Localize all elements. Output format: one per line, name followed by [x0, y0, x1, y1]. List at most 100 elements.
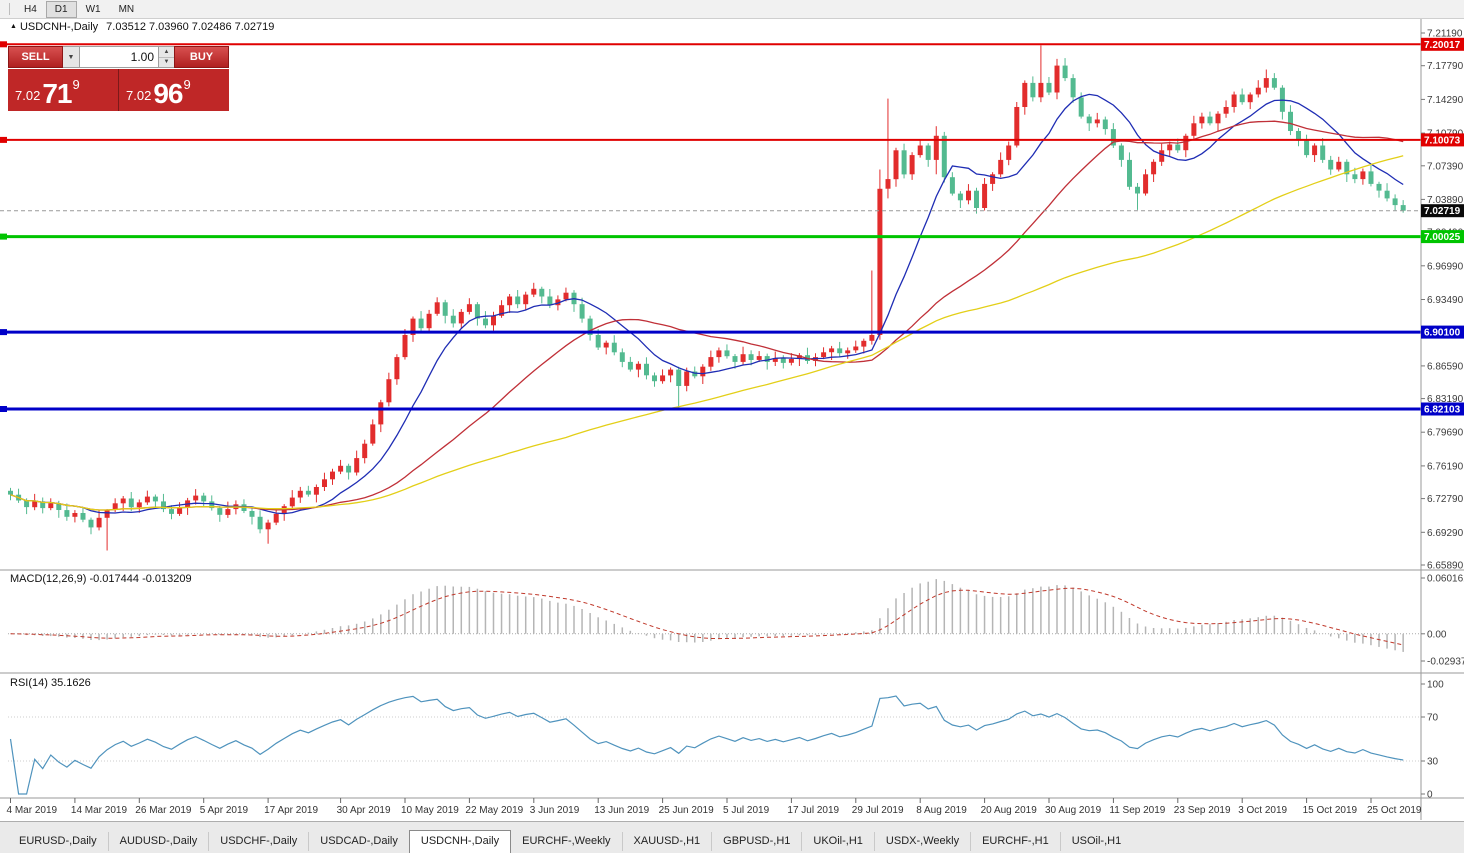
line-left-marker [0, 233, 7, 240]
chart-tab-usdcad-daily[interactable]: USDCAD-,Daily [308, 832, 409, 851]
price-level-badge [1421, 230, 1464, 244]
candle-body [708, 357, 714, 367]
candle-body [772, 358, 778, 362]
candle-body [1271, 78, 1277, 88]
candle-body [652, 375, 657, 382]
candle-body [64, 510, 70, 517]
price-axis-label: 6.96990 [1427, 261, 1464, 272]
timeframe-button-d1[interactable]: D1 [45, 0, 77, 18]
date-axis-label: 10 May 2019 [401, 805, 459, 816]
candle-body [1199, 116, 1205, 124]
macd-axis-label: -0.029378 [1427, 657, 1464, 668]
candle-body [563, 292, 569, 300]
candle-body [1296, 131, 1301, 141]
time-axis[interactable] [0, 799, 1421, 820]
candle-body [1191, 123, 1197, 136]
date-axis-label: 5 Apr 2019 [200, 805, 249, 816]
line-left-marker [0, 329, 7, 336]
sell-price-small: 7.02 [15, 88, 41, 103]
candle-body [1336, 161, 1342, 170]
candle-body [740, 354, 746, 362]
timeframe-button-mn[interactable]: MN [118, 3, 135, 15]
chart-tab-usdchf-daily[interactable]: USDCHF-,Daily [208, 832, 308, 851]
candle-body [756, 356, 762, 360]
chart-tab-eurusd-daily[interactable]: EURUSD-,Daily [19, 835, 97, 847]
rsi-axis-label: 100 [1427, 680, 1444, 691]
price-axis-label: 6.76190 [1427, 461, 1464, 472]
candle-body [136, 502, 142, 508]
buy-button[interactable]: BUY [174, 46, 229, 68]
candle-body [1183, 135, 1189, 151]
candle-body [1167, 144, 1173, 151]
candle-body [660, 375, 666, 382]
candle-body [201, 495, 207, 502]
candle-body [1320, 145, 1326, 160]
candle-body [1344, 161, 1350, 175]
timeframe-button-w1[interactable]: W1 [85, 3, 101, 15]
candle-body [579, 304, 585, 319]
price-axis-label: 6.65890 [1427, 561, 1464, 572]
chart-tab-eurchf-weekly[interactable]: EURCHF-,Weekly [522, 835, 611, 847]
timeframe-toolbar: H4 D1 W1 MN [0, 0, 1464, 19]
date-axis-label: 22 May 2019 [465, 805, 523, 816]
candle-body [821, 352, 827, 358]
macd-axis-label: 0.060161 [1427, 574, 1464, 585]
chart-tab-usoil-h1[interactable]: USOil-,H1 [1059, 832, 1133, 851]
chart-tab-usdcnh-daily[interactable]: USDCNH-,Daily [408, 830, 512, 853]
candle-body [1062, 65, 1068, 79]
candle-body [1030, 82, 1036, 98]
candle-body [861, 340, 867, 347]
candle-body [893, 150, 899, 180]
candle-body [974, 190, 979, 208]
candle-body [1110, 129, 1116, 146]
candle-body [209, 501, 215, 509]
candle-body [88, 519, 94, 528]
candle-body [1086, 116, 1092, 124]
candle-body [152, 496, 158, 502]
date-axis-label: 5 Jul 2019 [723, 805, 770, 816]
date-axis-label: 11 Sep 2019 [1109, 805, 1165, 816]
volume-input[interactable] [80, 46, 159, 68]
current-price-badge-label: 7.02719 [1424, 206, 1461, 217]
candle-body [635, 363, 641, 370]
candle-body [515, 296, 521, 305]
sell-price-display[interactable]: 7.02 71 9 [8, 69, 119, 111]
ma-line-70 [10, 155, 1404, 511]
candle-body [128, 498, 134, 508]
candle-body [80, 513, 86, 520]
candle-body [1046, 82, 1052, 93]
spin-down-icon[interactable]: ▼ [159, 57, 174, 67]
date-axis-label: 25 Jun 2019 [659, 805, 714, 816]
timeframe-button-h4[interactable]: H4 [24, 3, 37, 15]
candle-body [434, 302, 440, 314]
price-level-badge [1421, 37, 1464, 51]
candle-body [796, 355, 802, 359]
candle-body [949, 177, 955, 194]
buy-price-display[interactable]: 7.02 96 9 [119, 69, 229, 111]
candle-body [1304, 140, 1310, 156]
line-left-marker [0, 41, 7, 48]
price-axis[interactable] [1421, 19, 1464, 820]
candle-body [1288, 111, 1293, 131]
candle-body [32, 501, 38, 508]
rsi-line [9, 695, 1404, 795]
sell-button[interactable]: SELL [8, 46, 63, 68]
volume-dropdown-button[interactable]: ▼ [63, 46, 80, 68]
candle-body [442, 302, 448, 316]
candle-body [225, 509, 231, 515]
chart-tab-eurchf-h1[interactable]: EURCHF-,H1 [970, 832, 1060, 851]
chart-tab-audusd-daily[interactable]: AUDUSD-,Daily [107, 832, 209, 851]
candle-body [619, 352, 625, 362]
spin-up-icon[interactable]: ▲ [159, 47, 174, 58]
chart-tab-xauusd-h1[interactable]: XAUUSD-,H1 [621, 832, 712, 851]
candle-body [1223, 107, 1229, 114]
candle-body [1263, 78, 1269, 88]
chart-tab-ukoil-h1[interactable]: UKOil-,H1 [801, 832, 874, 851]
chart-tab-usdx-weekly[interactable]: USDX-,Weekly [873, 832, 970, 851]
chart-tab-gbpusd-h1[interactable]: GBPUSD-,H1 [711, 832, 801, 851]
candle-body [257, 516, 263, 530]
candle-body [917, 145, 923, 156]
candle-body [161, 501, 166, 510]
candle-body [555, 299, 561, 306]
candle-body [362, 443, 368, 459]
